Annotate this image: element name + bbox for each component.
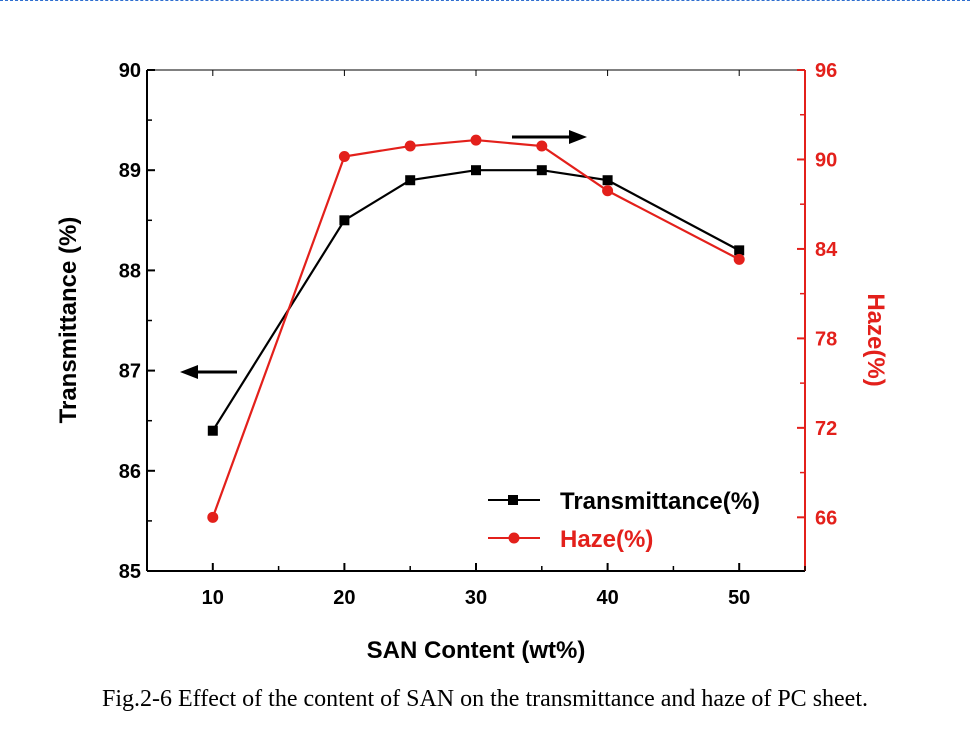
haze-point	[536, 140, 548, 152]
right-y-tick-label: 78	[815, 328, 837, 350]
right-y-tick-label: 72	[815, 418, 837, 440]
haze-point	[470, 134, 482, 146]
haze-point	[733, 253, 745, 265]
transmittance-point	[602, 175, 613, 186]
x-axis-title: SAN Content (wt%)	[367, 637, 586, 664]
haze-point	[404, 140, 416, 152]
legend: Transmittance(%) Haze(%)	[488, 488, 760, 553]
haze-point	[207, 511, 219, 523]
x-tick-label: 50	[728, 587, 750, 609]
legend-label-transmittance: Transmittance(%)	[560, 488, 760, 515]
right-y-tick-label: 84	[815, 239, 838, 261]
right-y-tick-label: 90	[815, 149, 837, 171]
x-tick-label: 20	[333, 587, 355, 609]
top-dashed-border	[0, 0, 970, 1]
transmittance-point	[405, 175, 416, 186]
right-y-tick-label: 66	[815, 507, 837, 529]
left-y-axis-title: Transmittance (%)	[55, 217, 82, 424]
left-arrow	[180, 365, 237, 379]
transmittance-point	[339, 215, 350, 226]
figure-caption: Fig.2-6 Effect of the content of SAN on …	[101, 686, 869, 712]
transmittance-point	[734, 245, 745, 256]
x-tick-label: 40	[596, 587, 618, 609]
legend-transmittance: Transmittance(%)	[488, 488, 760, 515]
haze-point	[338, 150, 350, 162]
right-arrow	[512, 130, 587, 144]
right-y-axis-title: Haze(%)	[862, 293, 889, 386]
left-y-tick-label: 86	[119, 461, 141, 483]
transmittance-point	[207, 425, 218, 436]
left-y-tick-label: 89	[119, 160, 141, 182]
chart-svg: 10 20 30 40 50 85 86 87 88 89 90 66 72 78 84 90 96 SAN…	[55, 60, 889, 664]
right-y-tick-label: 96	[815, 60, 837, 82]
haze-line	[211, 138, 740, 518]
left-y-tick-label: 87	[119, 361, 141, 383]
left-y-tick-label: 85	[119, 561, 141, 583]
x-tick-label: 30	[465, 587, 487, 609]
legend-haze: Haze(%)	[488, 526, 653, 553]
x-tick-label: 10	[202, 587, 224, 609]
legend-label-haze: Haze(%)	[560, 526, 653, 553]
transmittance-point	[471, 165, 481, 176]
left-y-tick-label: 90	[119, 60, 141, 82]
transmittance-point	[536, 165, 547, 176]
haze-point	[602, 185, 614, 197]
left-y-tick-label: 88	[119, 260, 141, 282]
